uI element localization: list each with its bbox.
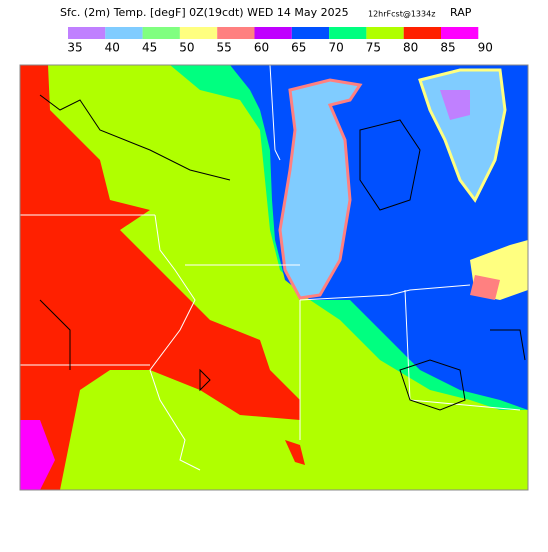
color-swatch (291, 27, 330, 39)
color-label: 75 (366, 41, 381, 55)
color-label: 55 (217, 41, 232, 55)
color-swatch (68, 27, 106, 39)
color-swatch (105, 27, 143, 39)
color-swatch (179, 27, 218, 39)
map (19, 64, 529, 491)
color-label: 35 (67, 41, 82, 55)
map-frame (19, 64, 529, 491)
color-label: 60 (254, 41, 269, 55)
color-swatch (366, 27, 404, 39)
color-label: 70 (328, 41, 343, 55)
region-pink (470, 275, 500, 300)
lake-michigan (278, 78, 363, 300)
map-title: Sfc. (2m) Temp. [degF] 0Z(19cdt) WED 14 … (60, 6, 349, 19)
color-label: 85 (440, 41, 455, 55)
color-swatch (441, 27, 479, 39)
color-bar: 35 40 45 50 55 60 65 70 75 80 85 90 (67, 27, 493, 55)
color-swatch (217, 27, 255, 39)
color-label: 45 (142, 41, 157, 55)
color-swatch (403, 27, 441, 39)
color-label: 80 (403, 41, 418, 55)
forecast-label: 12hrFcst@1334z (368, 10, 435, 19)
color-swatch (329, 27, 367, 39)
color-label: 65 (291, 41, 306, 55)
contours (39, 94, 526, 411)
color-label: 50 (179, 41, 194, 55)
color-swatch (254, 27, 292, 39)
color-label: 90 (478, 41, 493, 55)
region-red (20, 65, 300, 490)
color-swatch (142, 27, 180, 39)
region-magenta (20, 420, 55, 490)
region-red-small (285, 440, 305, 465)
color-label: 40 (105, 41, 120, 55)
region-lavender (440, 90, 470, 120)
lake-huron (418, 68, 507, 203)
model-label: RAP (450, 6, 472, 19)
